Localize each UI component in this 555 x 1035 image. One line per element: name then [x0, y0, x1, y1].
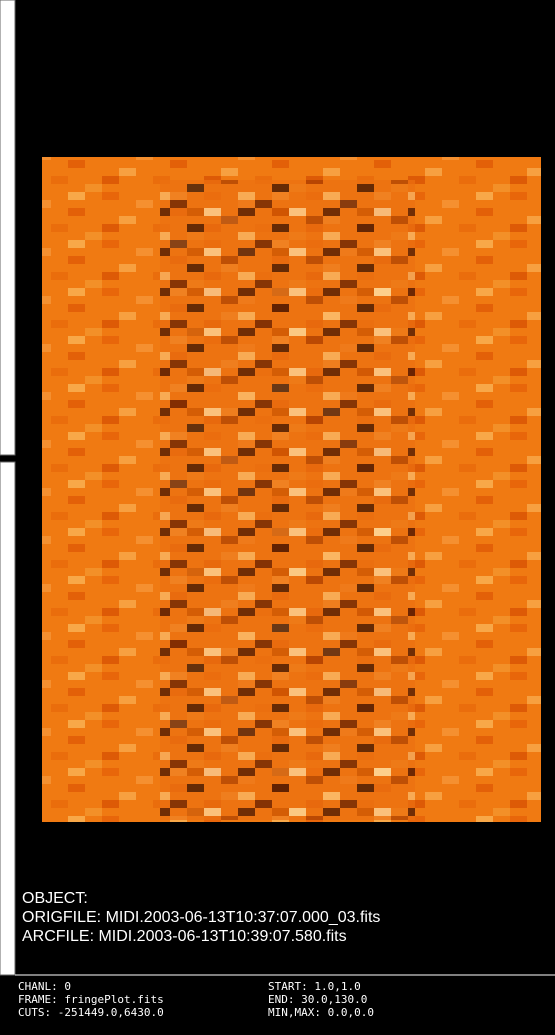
fringe-core — [160, 180, 415, 820]
side-panel — [0, 0, 15, 455]
status-text: MIN,MAX: 0.0,0.0 — [268, 1006, 374, 1019]
status-text: CHANL: 0 — [18, 980, 71, 993]
status-text: FRAME: fringePlot.fits — [18, 993, 164, 1006]
arcfile-label: ARCFILE: MIDI.2003-06-13T10:39:07.580.fi… — [22, 928, 347, 945]
status-text: END: 30.0,130.0 — [268, 993, 367, 1006]
origfile-label: ORIGFILE: MIDI.2003-06-13T10:37:07.000_0… — [22, 909, 380, 926]
status-text: START: 1.0,1.0 — [268, 980, 361, 993]
status-text: CUTS: -251449.0,6430.0 — [18, 1006, 164, 1019]
side-panel — [0, 462, 15, 975]
object-label: OBJECT: — [22, 890, 88, 907]
viewer: OBJECT: ORIGFILE: MIDI.2003-06-13T10:37:… — [0, 0, 555, 1035]
